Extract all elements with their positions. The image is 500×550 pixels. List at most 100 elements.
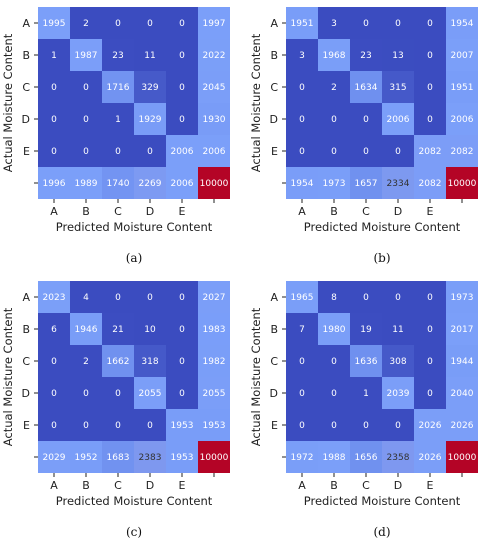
cell-value-label: 11 — [392, 325, 403, 335]
cell-value-label: 0 — [299, 357, 305, 367]
cell-value-label: 1951 — [291, 19, 314, 29]
heatmap-cell — [134, 103, 166, 135]
cell-value-label: 10000 — [448, 453, 477, 463]
cell-value-label: 0 — [115, 421, 121, 431]
cell-value-label: 2269 — [139, 179, 162, 189]
heatmap-cell — [382, 71, 414, 103]
heatmap-cell — [166, 313, 198, 345]
cell-value-label: 0 — [363, 115, 369, 125]
heatmap-cell — [318, 39, 350, 71]
cell-value-label: 0 — [427, 83, 433, 93]
cell-value-label: 2006 — [171, 179, 194, 189]
cell-value-label: 0 — [83, 83, 89, 93]
cell-value-label: 2082 — [419, 147, 442, 157]
heatmap-cell — [414, 441, 446, 473]
cell-value-label: 2082 — [451, 147, 474, 157]
heatmap-cell — [198, 281, 230, 313]
cell-value-label: 0 — [179, 293, 185, 303]
heatmap-cell — [446, 71, 478, 103]
cell-value-label: 2082 — [419, 179, 442, 189]
cell-value-label: 1662 — [107, 357, 130, 367]
cell-value-label: 0 — [427, 51, 433, 61]
cell-value-label: 2 — [83, 19, 89, 29]
heatmap-cell — [102, 345, 134, 377]
heatmap-cell — [286, 167, 318, 199]
cell-value-label: 2055 — [139, 389, 162, 399]
x-tick-label: B — [82, 479, 90, 492]
cell-value-label: 0 — [363, 19, 369, 29]
cell-value-label: 2358 — [387, 453, 410, 463]
heatmap-cell — [446, 135, 478, 167]
cell-value-label: 0 — [395, 19, 401, 29]
heatmap-cell — [134, 409, 166, 441]
cell-value-label: 2022 — [203, 51, 226, 61]
cell-value-label: 3 — [331, 19, 337, 29]
y-tick-label: D — [270, 113, 278, 126]
cell-value-label: 3 — [299, 51, 305, 61]
cell-value-label: 1656 — [355, 453, 378, 463]
heatmap-cell — [414, 281, 446, 313]
heatmap-cell — [166, 409, 198, 441]
cell-value-label: 0 — [299, 147, 305, 157]
cell-value-label: 318 — [141, 357, 158, 367]
cell-value-label: 0 — [179, 83, 185, 93]
heatmap-cell — [318, 441, 350, 473]
cell-value-label: 0 — [427, 115, 433, 125]
cell-value-label: 1980 — [323, 325, 346, 335]
cell-value-label: 2040 — [451, 389, 474, 399]
heatmap-cell — [38, 409, 70, 441]
cell-value-label: 19 — [360, 325, 372, 335]
heatmap-cell — [350, 281, 382, 313]
cell-value-label: 2045 — [203, 83, 226, 93]
heatmap-cell — [102, 167, 134, 199]
cell-value-label: 1 — [363, 389, 369, 399]
heatmap-cell — [70, 345, 102, 377]
x-tick-label: A — [298, 479, 306, 492]
x-tick-label: E — [427, 479, 434, 492]
heatmap-cell — [286, 313, 318, 345]
heatmap-cell — [166, 7, 198, 39]
cell-value-label: 2055 — [203, 389, 226, 399]
heatmap-cell — [166, 441, 198, 473]
heatmap-cell — [350, 313, 382, 345]
cell-value-label: 10000 — [448, 179, 477, 189]
cell-value-label: 23 — [112, 51, 123, 61]
heatmap-cell — [102, 71, 134, 103]
heatmap-cell — [70, 103, 102, 135]
cell-value-label: 0 — [427, 325, 433, 335]
heatmap-cell — [70, 441, 102, 473]
heatmap-cell — [134, 345, 166, 377]
heatmap-cell — [414, 345, 446, 377]
cell-value-label: 10 — [144, 325, 156, 335]
cell-value-label: 0 — [147, 147, 153, 157]
heatmap-cell — [166, 135, 198, 167]
cell-value-label: 2026 — [419, 421, 442, 431]
cell-value-label: 2007 — [451, 51, 474, 61]
heatmap-cell — [414, 409, 446, 441]
heatmap-cell — [350, 167, 382, 199]
heatmap-cell — [414, 103, 446, 135]
cell-value-label: 0 — [147, 293, 153, 303]
y-axis-label: Actual Moisture Content — [249, 307, 263, 446]
cell-value-label: 1983 — [203, 325, 226, 335]
panel-caption: (c) — [126, 525, 142, 539]
cell-value-label: 0 — [427, 19, 433, 29]
x-tick-label: C — [362, 479, 370, 492]
cell-value-label: 0 — [179, 325, 185, 335]
heatmap-cell — [350, 39, 382, 71]
cell-value-label: 0 — [331, 421, 337, 431]
heatmap-cell — [166, 39, 198, 71]
heatmap-cell — [134, 377, 166, 409]
cell-value-label: 2006 — [171, 147, 194, 157]
cell-value-label: 0 — [331, 147, 337, 157]
cell-value-label: 0 — [179, 357, 185, 367]
heatmap-cell — [198, 441, 230, 473]
x-tick-label: A — [50, 479, 58, 492]
cell-value-label: 329 — [141, 83, 158, 93]
x-tick-label: E — [179, 479, 186, 492]
x-tick-label: C — [362, 205, 370, 218]
y-tick-label: B — [270, 49, 278, 62]
heatmap-cell — [102, 103, 134, 135]
cell-value-label: 1944 — [451, 357, 474, 367]
cell-value-label: 1683 — [107, 453, 130, 463]
